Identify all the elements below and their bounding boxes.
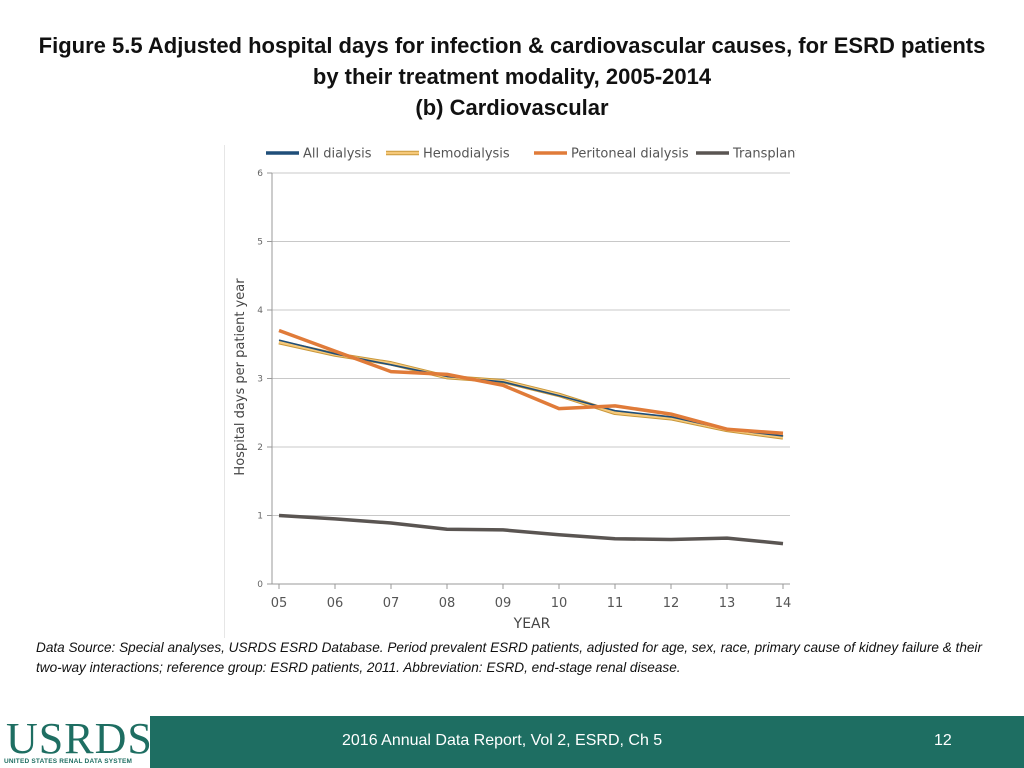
series-line-transplant — [278, 513, 784, 546]
chart-legend: All dialysis Hemodialysis Peritoneal dialy… — [266, 147, 801, 162]
y-tick-label: 2 — [257, 443, 263, 453]
report-label: 2016 Annual Data Report, Vol 2, ESRD, Ch… — [342, 732, 663, 749]
x-tick-label: 09 — [495, 596, 512, 611]
chart-container: All dialysis Hemodialysis Peritoneal dialy… — [224, 145, 801, 638]
line-chart: All dialysis Hemodialysis Peritoneal dialy… — [233, 147, 801, 633]
x-tick-label: 07 — [383, 596, 400, 611]
chart-gridlines — [272, 172, 790, 516]
title-line-3: (b) Cardiovascular — [415, 95, 609, 120]
y-tick-label: 1 — [257, 512, 263, 522]
x-tick-label: 12 — [663, 596, 680, 611]
x-tick-label: 05 — [271, 596, 288, 611]
logo-wordmark: USRDS — [6, 714, 153, 763]
page-number: 12 — [934, 732, 952, 749]
y-tick-label: 6 — [257, 169, 263, 179]
x-tick-label: 11 — [607, 596, 624, 611]
footer-bar: USRDS UNITED STATES RENAL DATA SYSTEM 20… — [0, 716, 1024, 768]
logo-subtitle: UNITED STATES RENAL DATA SYSTEM — [4, 758, 133, 765]
x-tick-label: 08 — [439, 596, 456, 611]
legend-label-hemodialysis: Hemodialysis — [423, 147, 510, 162]
x-axis-label: YEAR — [513, 616, 551, 632]
figure-title: Figure 5.5 Adjusted hospital days for in… — [0, 30, 1024, 123]
title-line-2: by their treatment modality, 2005-2014 — [312, 64, 712, 89]
legend-label-peritoneal-dialysis: Peritoneal dialysis — [571, 147, 689, 162]
legend-label-all-dialysis: All dialysis — [303, 147, 372, 162]
x-tick-label: 14 — [775, 596, 792, 611]
y-tick-label: 3 — [257, 375, 263, 385]
y-tick-label: 0 — [257, 580, 263, 590]
series-line-all-dialysis — [278, 339, 784, 437]
y-axis-label: Hospital days per patient year — [233, 278, 248, 476]
data-source-note: Data Source: Special analyses, USRDS ESR… — [36, 640, 982, 675]
series-line-peritoneal-dialysis — [278, 328, 784, 436]
chart-series — [278, 328, 784, 546]
y-tick-label: 4 — [257, 306, 263, 316]
usrds-logo: USRDS UNITED STATES RENAL DATA SYSTEM — [0, 714, 153, 768]
title-line-1: Figure 5.5 Adjusted hospital days for in… — [38, 33, 986, 58]
x-tick-label: 10 — [551, 596, 568, 611]
x-tick-label: 06 — [327, 596, 344, 611]
y-tick-label: 5 — [257, 238, 263, 248]
legend-label-transplant: Transplant — [732, 147, 796, 162]
x-tick-label: 13 — [719, 596, 736, 611]
